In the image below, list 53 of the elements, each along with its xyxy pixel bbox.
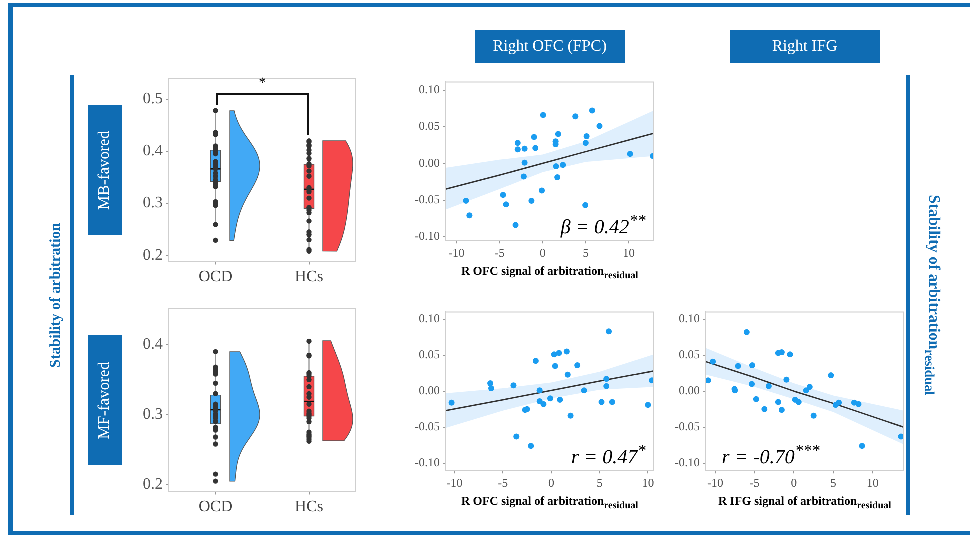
y-tick-label: 0.4 <box>143 336 163 354</box>
x-tick-label: 5 <box>596 476 603 490</box>
y-tick-label: -0.10 <box>414 229 440 244</box>
chart-title: Right IFG <box>730 30 880 63</box>
y-tick-label: 0.5 <box>143 90 163 108</box>
y-tick-label: -0.05 <box>674 420 700 434</box>
x-axis-title: R OFC signal of arbitration$_{residual}$ <box>460 264 640 282</box>
y-tick-label: 0.10 <box>418 82 440 96</box>
y-tick-label: -0.05 <box>414 420 440 434</box>
x-tick-label: 10 <box>642 476 654 490</box>
text: MF-favored <box>96 362 114 439</box>
annotation: r = -0.70$^{***}$ <box>722 440 820 470</box>
y-tick-label: 0.05 <box>418 119 440 134</box>
x-tick-label: -5 <box>750 476 760 490</box>
y-tick-label: -0.05 <box>414 192 440 206</box>
y-tick-label: 0.00 <box>678 384 700 398</box>
y-tick-label: 0.4 <box>143 142 163 160</box>
x-tick-label: OCD <box>198 268 233 286</box>
y-axis-title: Stability of arbitration <box>48 222 64 368</box>
annotation: * <box>258 76 267 91</box>
x-tick-label: -5 <box>494 246 505 260</box>
y-tick-label: 0.00 <box>418 156 440 170</box>
x-tick-label: -5 <box>498 476 508 490</box>
y-tick-label: 0.2 <box>143 476 163 494</box>
x-tick-label: 5 <box>582 246 589 260</box>
x-axis-title: R OFC signal of arbitration$_{residual}$ <box>460 494 640 512</box>
y-tick-label: 0.10 <box>418 312 440 326</box>
y-tick-label: 0.3 <box>143 406 163 424</box>
x-tick-label: 0 <box>540 246 546 260</box>
y-tick-label: 0.00 <box>418 384 440 398</box>
x-axis-title: R IFG signal of arbitration$_{residual}$ <box>718 494 892 512</box>
x-tick-label: 0 <box>548 476 554 490</box>
x-tick-label: 0 <box>791 476 798 490</box>
x-tick-label: -10 <box>448 246 465 260</box>
x-tick-label: 10 <box>866 476 879 490</box>
y-tick-label: 0.2 <box>143 246 163 264</box>
x-tick-label: HCs <box>295 498 324 516</box>
y-tick-label: -0.10 <box>414 456 440 470</box>
text: MB-favored <box>96 130 114 210</box>
y-tick-label: 0.3 <box>143 194 163 212</box>
y-tick-label: 0.10 <box>678 312 700 326</box>
y-tick-label: 0.05 <box>678 348 700 362</box>
x-tick-label: HCs <box>295 268 324 286</box>
annotation: β = 0.42$^{**}$ <box>560 210 646 240</box>
x-tick-label: -10 <box>707 476 724 490</box>
x-tick-label: -10 <box>446 476 463 490</box>
x-tick-label: 5 <box>830 476 837 490</box>
x-tick-label: OCD <box>198 498 233 516</box>
y-tick-label: -0.10 <box>674 456 700 470</box>
y-tick-label: 0.05 <box>418 348 440 362</box>
x-tick-label: 10 <box>623 246 636 260</box>
annotation: r = 0.47$^{*}$ <box>571 440 646 470</box>
chart-title: Right OFC (FPC) <box>474 30 625 63</box>
